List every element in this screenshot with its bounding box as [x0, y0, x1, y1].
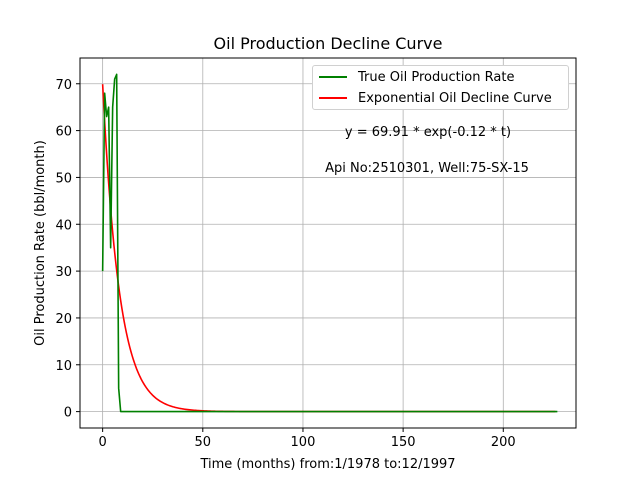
- equation-annotation: y = 69.91 * exp(-0.12 * t): [345, 125, 511, 140]
- grid: [80, 58, 576, 428]
- chart-title: Oil Production Decline Curve: [214, 34, 443, 53]
- legend-label-decline-curve: Exponential Oil Decline Curve: [358, 90, 552, 106]
- legend-entry-decline-curve: Exponential Oil Decline Curve: [313, 88, 552, 108]
- y-axis-label: Oil Production Rate (bbl/month): [33, 140, 48, 346]
- plot-area-frame: [79, 57, 577, 429]
- y-tick-label: 20: [55, 312, 72, 327]
- y-tick-label: 0: [64, 406, 72, 421]
- x-tick-label: 0: [98, 435, 106, 450]
- legend-label-true-rate: True Oil Production Rate: [358, 69, 515, 85]
- y-tick-label: 10: [55, 359, 72, 374]
- y-tick-label: 60: [55, 125, 72, 140]
- well-annotation: Api No:2510301, Well:75-SX-15: [325, 161, 529, 176]
- y-tick-label: 40: [55, 218, 72, 233]
- x-tick-label: 50: [195, 435, 212, 450]
- legend-swatch-green: [319, 76, 347, 78]
- legend-entry-true-rate: True Oil Production Rate: [313, 67, 514, 87]
- y-tick-label: 70: [55, 78, 72, 93]
- series-line-true-production: [101, 73, 558, 413]
- legend: True Oil Production Rate Exponential Oil…: [312, 65, 569, 110]
- legend-swatch-red: [319, 97, 347, 99]
- axis-ticks: 0 50 100 150 200 0 10 20 30 40 50 60 70: [55, 78, 515, 450]
- x-tick-label: 100: [291, 435, 316, 450]
- series-layer: [101, 73, 558, 413]
- y-tick-label: 30: [55, 265, 72, 280]
- x-tick-label: 150: [391, 435, 416, 450]
- x-tick-label: 200: [491, 435, 516, 450]
- x-axis-label: Time (months) from:1/1978 to:12/1997: [199, 457, 455, 472]
- y-tick-label: 50: [55, 171, 72, 186]
